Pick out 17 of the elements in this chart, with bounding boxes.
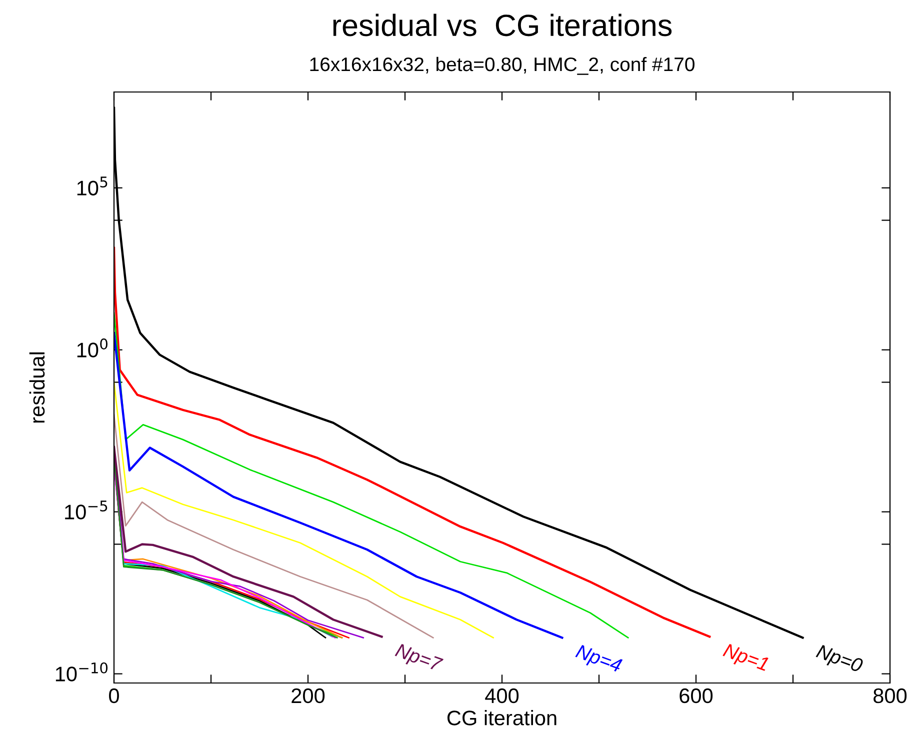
y-tick-label: 10$^{5}$ [77, 176, 108, 196]
x-axis-title: CG iteration [447, 710, 556, 726]
text: Np=1 [721, 643, 770, 675]
x-tick-label: 400 [485, 688, 519, 704]
text: Np=0 [814, 644, 864, 676]
chart-subtitle: 16x16x16x32, beta=0.80, HMC_2, conf #170 [310, 56, 694, 75]
chart-title: residual vs CG iterations [333, 14, 672, 36]
x-tick-label: 0 [109, 688, 119, 704]
text: Np=4 [574, 644, 623, 676]
y-tick-label: 10$^{−10}$ [56, 662, 108, 682]
y-tick-label: 10$^{−5}$ [65, 500, 108, 520]
y-tick-label: 10$^{0}$ [77, 338, 108, 358]
x-tick-label: 200 [292, 688, 325, 704]
x-tick-label: 800 [874, 688, 907, 704]
y-axis-title: residual [29, 352, 45, 423]
x-tick-label: 600 [680, 688, 713, 704]
text: Np=7 [393, 643, 444, 676]
